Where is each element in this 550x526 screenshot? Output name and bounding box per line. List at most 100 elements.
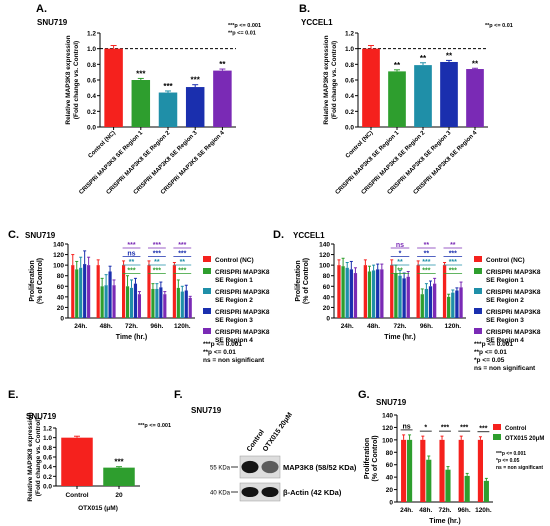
panel-a-y-tick-label: 0.6 <box>87 78 96 85</box>
panel-c-legend-swatch <box>203 328 211 334</box>
panel-a-significance-note: ***p <= 0.001 <box>228 23 261 29</box>
panel-c-bar <box>180 291 184 318</box>
panel-d-significance-mark: * <box>399 251 402 258</box>
panel-d-significance-note: ns = non significant <box>474 365 536 372</box>
panel-c-significance-mark: *** <box>153 242 161 249</box>
panel-d-bar <box>420 294 424 318</box>
panel-b-y-tick-label: 0.2 <box>345 109 354 116</box>
panel-a-significance-mark: *** <box>163 82 173 91</box>
panel-e-y-tick-label: 0.0 <box>43 484 52 491</box>
panel-f-blot-band <box>261 460 279 474</box>
panel-a-y-tick-label: 0.4 <box>87 93 96 100</box>
panel-d-legend-swatch <box>474 308 482 314</box>
panel-b-significance-mark: ** <box>472 59 479 68</box>
panel-d-significance-mark: ** <box>450 242 456 249</box>
panel-c-significance-note: ns = non significant <box>203 357 265 364</box>
panel-d-category-label: 48h. <box>367 323 380 330</box>
panel-g-category-label: 96h. <box>458 507 471 514</box>
panel-c-significance-mark: *** <box>178 242 186 249</box>
panel-f-title: SNU719 <box>191 406 222 415</box>
panel-d-legend-label: CRISPRi MAP3K8 <box>486 309 541 316</box>
panel-g-y-tick-label: 120 <box>382 425 393 432</box>
panel-d-bar <box>353 273 358 318</box>
panel-c-significance-mark: *** <box>127 242 135 249</box>
panel-c-category-label: 96h. <box>150 323 163 330</box>
panel-e-y-axis-label: (Fold change vs. Control) <box>35 418 42 496</box>
panel-c-title: SNU719 <box>25 231 56 240</box>
panel-g-significance-mark: * <box>424 425 427 432</box>
panel-g-y-tick-label: 100 <box>382 437 393 444</box>
panel-d-bar <box>398 275 402 318</box>
panel-d-significance-mark: *** <box>449 259 457 266</box>
panel-e-significance-mark: *** <box>114 458 124 467</box>
panel-c-x-axis-label: Time (hr.) <box>116 334 147 341</box>
panel-g-significance-mark: *** <box>460 425 468 432</box>
panel-f-lane-label: OTX015 20μM <box>262 411 294 453</box>
panel-e-y-tick-label: 0.2 <box>43 474 52 481</box>
panel-g-category-label: 24h. <box>400 507 413 514</box>
panel-g-significance-note: ns = non significant <box>496 465 543 471</box>
panel-g-bar <box>483 480 489 502</box>
panel-c-significance-note: ***p <= 0.001 <box>203 341 242 348</box>
panel-c-bar <box>163 294 167 318</box>
panel-c-y-tick-label: 100 <box>53 263 64 270</box>
panel-f-blot-band <box>241 460 259 474</box>
panel-g-legend-swatch <box>493 434 501 440</box>
panel-g-category-label: 120h. <box>475 507 492 514</box>
panel-c-legend-label: CRISPRi MAP3K8 <box>215 309 270 316</box>
panel-d-title: YCCEL1 <box>293 231 325 240</box>
panel-c-bar <box>159 287 163 318</box>
panel-c-bar <box>125 286 130 318</box>
panel-c-category-label: 120h. <box>174 323 191 330</box>
panel-d-legend-swatch <box>474 288 482 294</box>
panel-a-y-tick-label: 1.2 <box>87 31 96 38</box>
panel-d-bar <box>371 270 376 318</box>
panel-c-bar <box>112 285 116 318</box>
panel-g-bar <box>401 439 407 502</box>
panel-c-bar <box>75 269 79 318</box>
panel-d-bar <box>337 265 341 318</box>
panel-g-significance-mark: ns <box>403 423 411 430</box>
panel-d-significance-note: ***p <= 0.001 <box>474 341 513 348</box>
panel-c-legend-label: SE Region 4 <box>215 337 253 344</box>
panel-e-panel-letter: E. <box>8 389 18 401</box>
panel-d-y-tick-label: 140 <box>319 242 330 249</box>
panel-g-y-tick-label: 20 <box>386 487 394 494</box>
panel-c-legend-label: SE Region 1 <box>215 277 253 284</box>
panel-a-bar <box>158 92 178 127</box>
panel-d-significance-mark: ns <box>396 242 404 249</box>
panel-c-bar <box>133 283 138 318</box>
panel-b-y-tick-label: 0.6 <box>345 78 354 85</box>
panel-g-legend-label: Control <box>505 426 527 432</box>
panel-d-bar <box>402 278 406 318</box>
panel-g-significance-mark: *** <box>479 425 487 432</box>
panel-d-bar <box>349 269 353 318</box>
panel-f-band-label: β-Actin (42 KDa) <box>283 488 342 497</box>
panel-g-y-tick-label: 0 <box>389 500 393 507</box>
panel-c-legend-label: CRISPRi MAP3K8 <box>215 289 270 296</box>
panel-a-significance-mark: *** <box>136 69 146 78</box>
panel-a-chart: A. SNU719 0.0 0.2 0.4 0.6 0.8 1.0 1.2 Control (NC… <box>36 3 261 196</box>
panel-f-band-label: MAP3K8 (58/52 KDa) <box>283 463 357 472</box>
panel-c-legend-label: SE Region 3 <box>215 317 253 324</box>
panel-g-y-tick-label: 140 <box>382 413 393 420</box>
panel-c-y-tick-label: 140 <box>53 242 64 249</box>
panel-f-marker-label: 55 KDa <box>210 466 231 472</box>
panel-a-bar <box>213 70 232 127</box>
panel-c-y-tick-label: 80 <box>57 273 65 280</box>
panel-b-significance-mark: ** <box>394 61 401 70</box>
panel-g-bar <box>439 439 445 502</box>
panel-b-panel-letter: B. <box>299 3 310 15</box>
panel-g-legend-swatch <box>493 424 501 430</box>
panel-d-bar <box>455 290 459 318</box>
panel-c-bar <box>137 294 142 318</box>
panel-e-y-tick-label: 1.0 <box>43 435 52 442</box>
panel-c-bar <box>151 288 155 318</box>
panel-d-chart: D. YCCEL1 0 20 40 60 80 100 120 140 24h. 48h. 72h. 96… <box>273 229 541 372</box>
panel-g-bar <box>420 439 426 502</box>
panel-d-legend-label: CRISPRi MAP3K8 <box>486 329 541 336</box>
panel-c-significance-mark: *** <box>178 268 186 275</box>
panel-d-significance-mark: ** <box>424 242 430 249</box>
panel-e-significance-note: ***p <= 0.001 <box>138 423 171 429</box>
